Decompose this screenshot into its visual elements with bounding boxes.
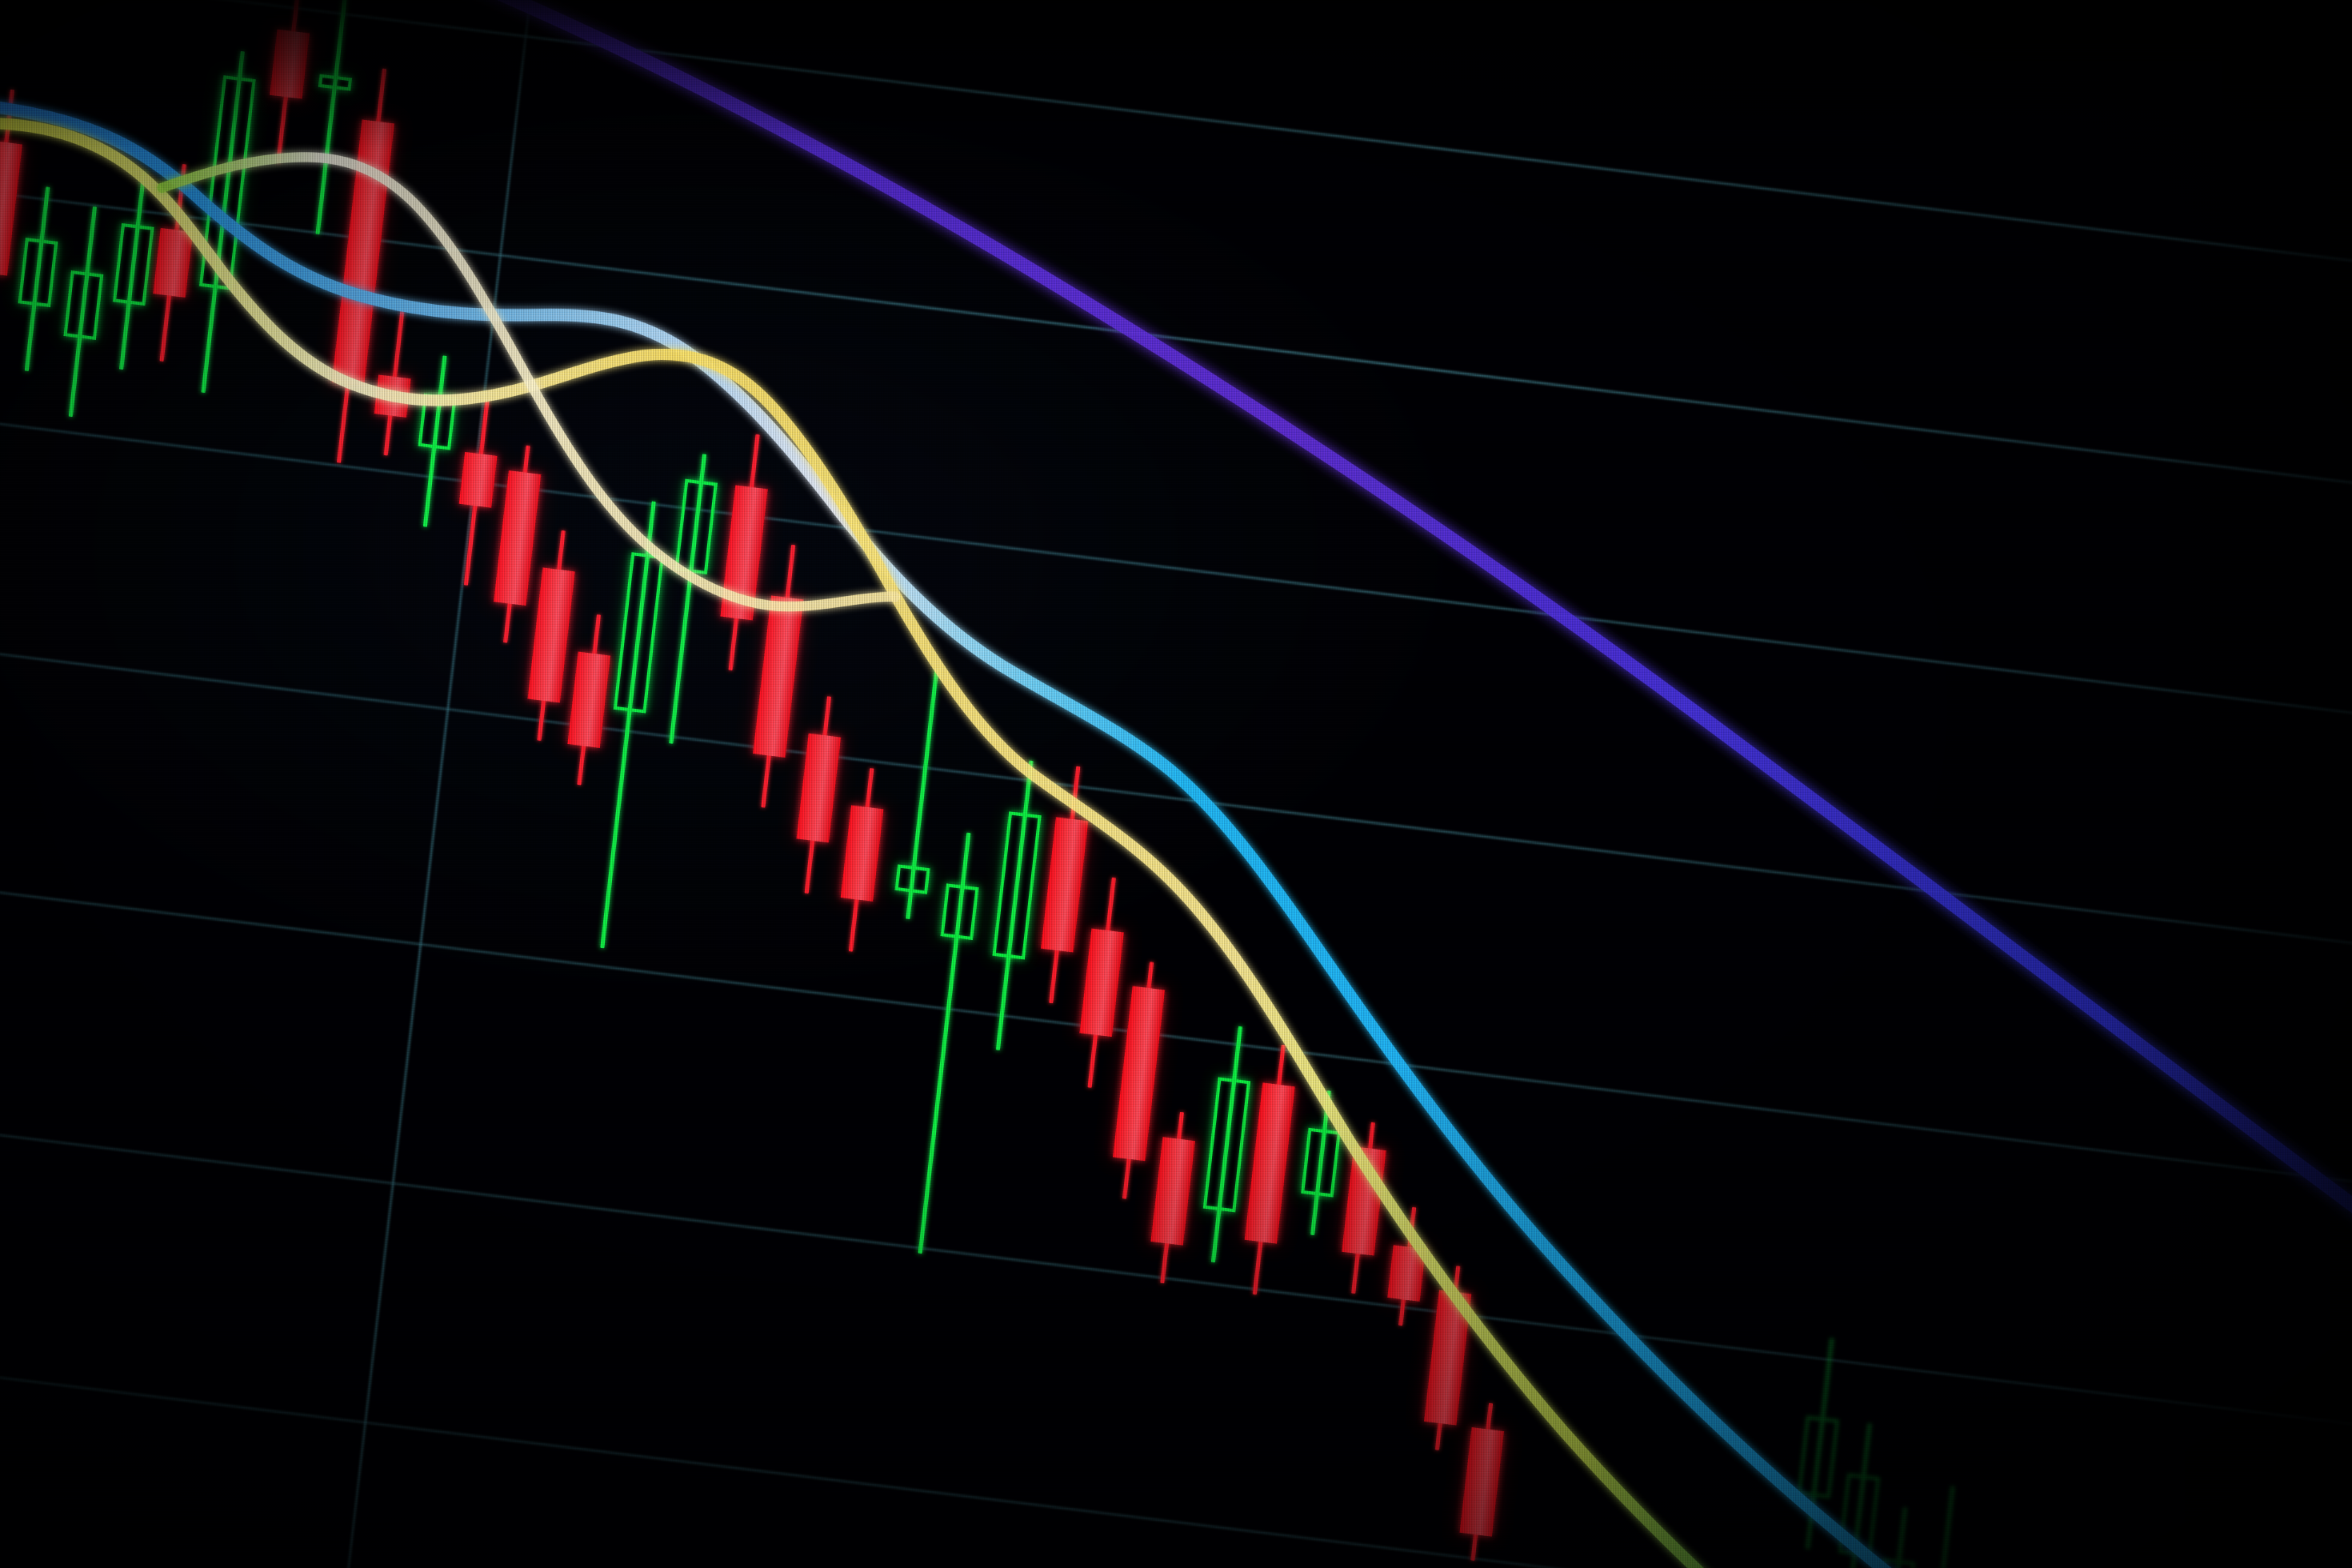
ma-line-cyan [0, 82, 2078, 1568]
ma-line-yellow [0, 117, 1834, 1568]
ma-line-white [157, 152, 900, 612]
ma-line-blue-purple [0, 0, 2352, 1401]
